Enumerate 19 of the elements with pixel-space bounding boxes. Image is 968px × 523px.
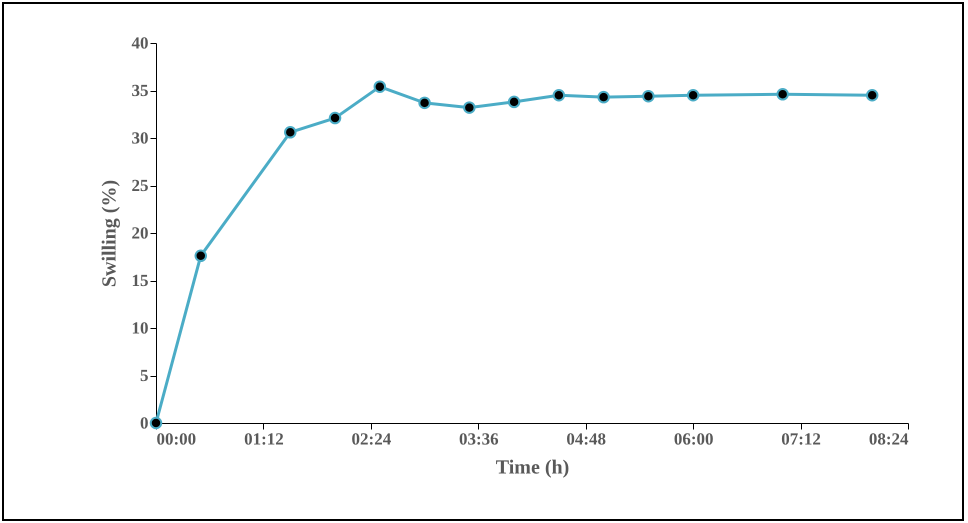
- y-tick-label: 5: [140, 366, 148, 385]
- y-axis-title: Swilling (%): [98, 180, 120, 288]
- x-axis-title: Time (h): [496, 456, 570, 478]
- y-tick-label: 10: [132, 318, 148, 338]
- y-tick-label: 30: [132, 128, 148, 148]
- x-tick-label: 08:24: [868, 430, 909, 448]
- x-tick-label: 07:12: [781, 430, 821, 448]
- y-tick-label: 25: [132, 176, 148, 195]
- y-tick-label: 20: [132, 224, 148, 242]
- y-tick-label: 0: [140, 414, 148, 432]
- y-tick-label: 35: [132, 81, 148, 100]
- x-tick-label: 06:00: [674, 430, 714, 448]
- x-tick-label: 04:48: [566, 430, 606, 448]
- x-tick-label: 02:24: [352, 430, 392, 448]
- x-tick-label: 03:36: [458, 430, 499, 448]
- y-tick-label: 40: [132, 34, 148, 52]
- y-tick-label: 15: [132, 271, 148, 290]
- x-tick-label: 01:12: [244, 430, 284, 448]
- x-tick-label: 00:00: [156, 430, 196, 448]
